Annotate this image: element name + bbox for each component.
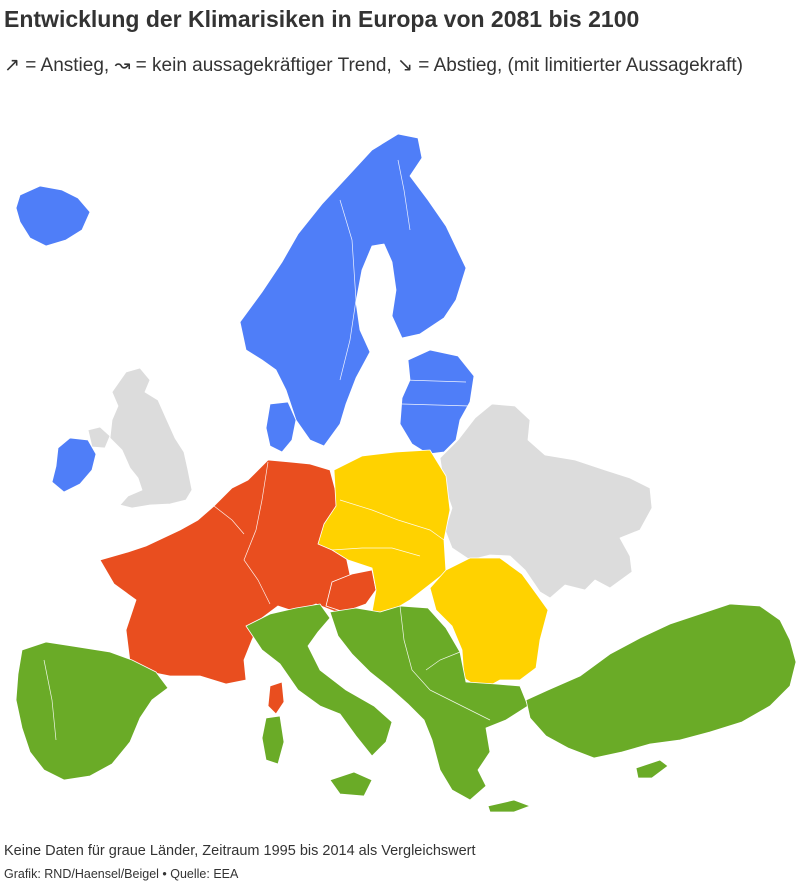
country-cyprus	[635, 759, 669, 779]
source-credit: Grafik: RND/Haensel/Beigel • Quelle: EEA	[4, 867, 239, 881]
country-balkans	[329, 605, 529, 801]
country-iberia	[15, 641, 169, 781]
country-turkey	[525, 603, 797, 759]
map-title: Entwicklung der Klimarisiken in Europa v…	[4, 6, 640, 32]
country-united-kingdom	[109, 367, 193, 509]
country-romania	[429, 557, 549, 691]
footnote-no-data: Keine Daten für graue Länder, Zeitraum 1…	[4, 843, 476, 859]
orange-countries	[99, 459, 377, 715]
country-scandinavia	[239, 133, 467, 447]
country-denmark	[265, 401, 297, 453]
green-countries	[15, 603, 797, 813]
country-corsica	[267, 681, 285, 715]
country-sicily	[329, 771, 373, 797]
map-legend-subtitle: ↗ = Anstieg, ↝ = kein aussagekräftiger T…	[4, 55, 743, 76]
country-italy	[245, 603, 393, 757]
country-northern-ireland	[87, 426, 111, 449]
inner-borders	[43, 159, 527, 741]
country-sardinia	[261, 715, 285, 765]
no-data-countries	[87, 367, 653, 599]
country-ireland	[51, 437, 97, 493]
europe-map	[15, 133, 797, 813]
country-baltics	[399, 349, 475, 455]
blue-countries	[15, 133, 475, 493]
yellow-countries	[317, 449, 549, 691]
country-austria	[325, 569, 377, 613]
country-iceland	[15, 185, 91, 247]
country-crete	[487, 799, 531, 813]
